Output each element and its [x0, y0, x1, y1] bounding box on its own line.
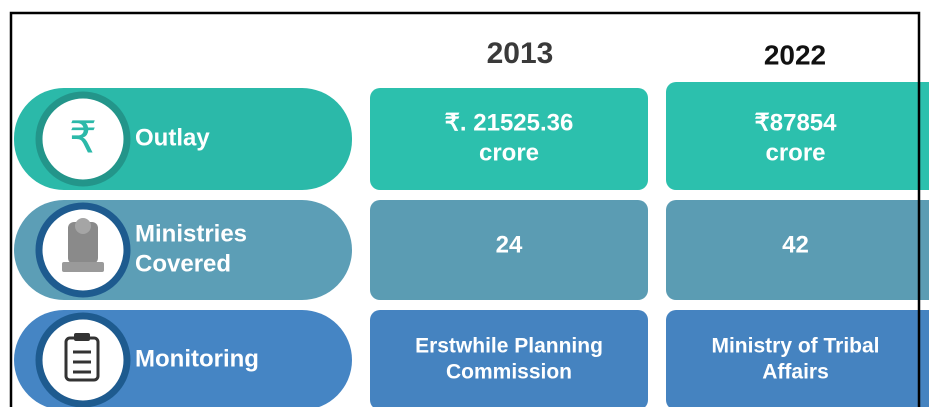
column-header: 2013	[487, 37, 554, 70]
cell-text: 24	[496, 231, 523, 258]
emblem-icon	[75, 218, 91, 234]
clipboard-icon	[74, 333, 90, 341]
icon-symbol: ₹	[69, 114, 97, 163]
value-cell	[370, 200, 648, 300]
frame-border	[9, 11, 921, 407]
value-cell	[666, 310, 929, 407]
value-cell	[666, 82, 929, 190]
cell-text: Commission	[446, 361, 572, 384]
cell-text: Monitoring	[135, 345, 259, 372]
column-header: 2022	[764, 39, 826, 70]
icon-circle	[35, 91, 131, 187]
emblem-icon	[62, 262, 104, 272]
cell-text: Covered	[135, 250, 231, 277]
value-cell	[370, 310, 648, 407]
cell-text: Affairs	[762, 361, 829, 384]
value-cell	[370, 88, 648, 190]
cell-text: ₹87854	[754, 109, 837, 136]
cell-text: crore	[765, 139, 825, 166]
value-cell	[666, 200, 929, 300]
icon-circle	[35, 312, 131, 407]
cell-text: ₹. 21525.36	[445, 109, 574, 136]
emblem-icon	[68, 222, 98, 264]
cell-text: Ministry of Tribal	[711, 334, 879, 357]
cell-text: Outlay	[135, 124, 210, 151]
cell-text: crore	[479, 139, 539, 166]
cell-text: Erstwhile Planning	[415, 334, 603, 357]
cell-text: 42	[782, 231, 809, 258]
cell-text: Ministries	[135, 220, 247, 247]
